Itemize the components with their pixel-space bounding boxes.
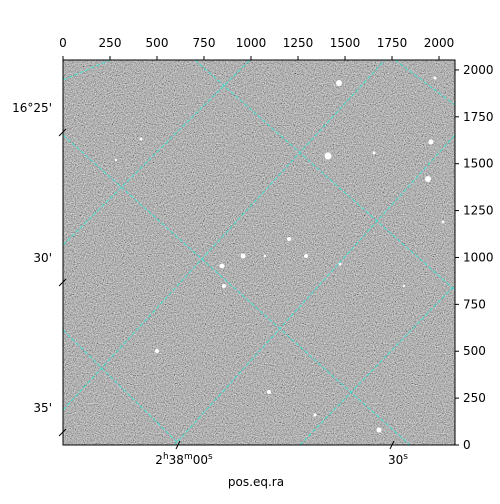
y-tick-label: 2000 [463, 63, 494, 77]
x-axis-label: pos.eq.ra [228, 475, 284, 489]
x-tick-label: 2000 [424, 36, 455, 50]
world-grid [63, 60, 455, 445]
y-tick-label: 1250 [463, 204, 494, 218]
sky-image [63, 60, 455, 445]
x-tick-label: 1250 [283, 36, 314, 50]
y-tick-label: 1500 [463, 157, 494, 171]
dec-tick-label: 30' [33, 251, 52, 265]
y-tick-label: 750 [463, 297, 486, 311]
dec-tick [58, 428, 67, 437]
x-tick-label: 750 [193, 36, 216, 50]
dec-tick-label: 35' [33, 401, 52, 415]
ra-tick-label: 30s [388, 452, 408, 467]
x-tick-label: 1500 [330, 36, 361, 50]
ra-tick [175, 440, 181, 450]
x-tick-label: 250 [99, 36, 122, 50]
y-tick-label: 500 [463, 344, 486, 358]
x-tick-label: 1000 [236, 36, 267, 50]
stars [114, 76, 445, 433]
x-tick-label: 0 [59, 36, 67, 50]
ra-tick [389, 440, 395, 450]
ra-tick-label: 2h38m00s [155, 452, 213, 467]
dec-tick [58, 128, 67, 137]
y-tick-label: 1750 [463, 110, 494, 124]
dec-tick [58, 278, 67, 287]
axes-frame [62, 59, 456, 446]
x-tick-label: 1750 [377, 36, 408, 50]
x-tick-label: 500 [146, 36, 169, 50]
dec-tick-label: 16°25' [12, 101, 52, 115]
y-tick-label: 0 [463, 438, 471, 452]
y-tick-label: 1000 [463, 250, 494, 264]
y-tick-label: 250 [463, 391, 486, 405]
